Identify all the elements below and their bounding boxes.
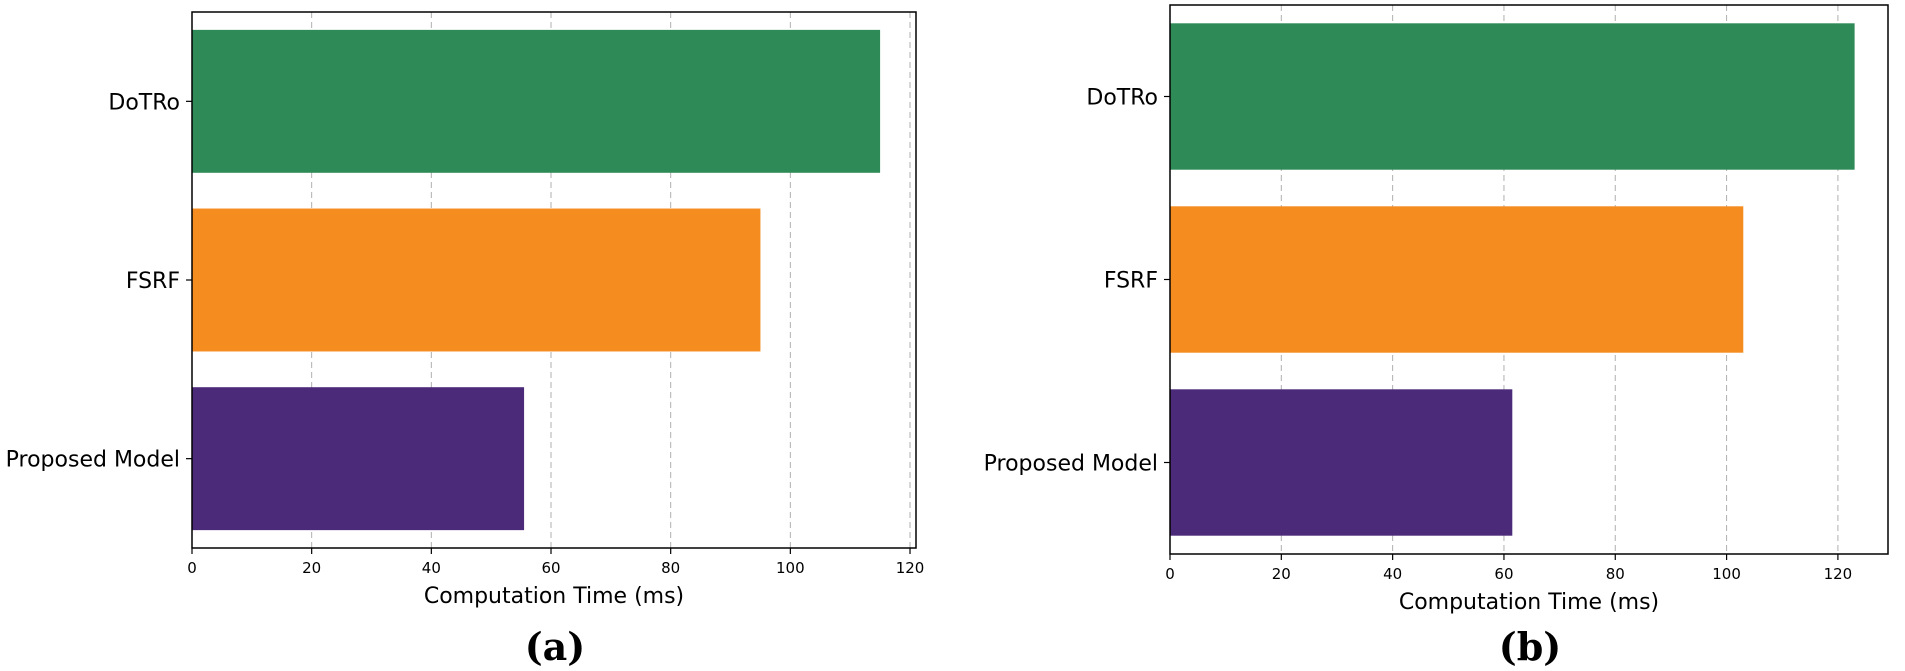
x-tick-label: 0 [1165, 565, 1175, 583]
x-tick-label: 60 [1494, 565, 1513, 583]
bar-fsrf [1170, 206, 1744, 353]
bar-proposed-model [1170, 389, 1513, 536]
y-tick-label: FSRF [1104, 269, 1158, 294]
x-tick-label: 100 [776, 559, 805, 577]
x-tick-label: 20 [302, 559, 321, 577]
plot-frame [191, 11, 917, 549]
panel-label: (a) [525, 624, 586, 669]
chart-panel-b: DoTRo FSRF Proposed Model 0 20 40 60 80 100 120 Co… [984, 4, 1889, 669]
panel-label: (b) [1499, 624, 1562, 669]
bar-proposed-model [192, 387, 525, 531]
x-tick-label: 60 [541, 559, 560, 577]
x-axis-label: Computation Time (ms) [1399, 590, 1659, 615]
x-tick-label: 80 [1606, 565, 1625, 583]
bar-dotro [1170, 23, 1855, 170]
x-tick-label: 40 [1383, 565, 1402, 583]
x-tick-label: 20 [1272, 565, 1291, 583]
x-tick-label: 40 [422, 559, 441, 577]
x-tick-label: 0 [187, 559, 197, 577]
plot-frame [1169, 4, 1889, 555]
x-tick-label: 120 [1824, 565, 1853, 583]
y-tick-label: Proposed Model [984, 452, 1158, 477]
y-tick-label: FSRF [126, 269, 180, 294]
y-tick-label: Proposed Model [6, 448, 180, 473]
x-tick-label: 100 [1712, 565, 1741, 583]
x-tick-label: 80 [661, 559, 680, 577]
x-axis-label: Computation Time (ms) [424, 584, 684, 609]
bar-fsrf [192, 208, 761, 352]
y-tick-label: DoTRo [108, 90, 180, 115]
y-tick-label: DoTRo [1086, 86, 1158, 111]
chart-panel-a: DoTRo FSRF Proposed Model 0 20 40 60 80 100 120 Co… [6, 11, 925, 669]
x-tick-label: 120 [896, 559, 925, 577]
bar-dotro [192, 29, 881, 173]
